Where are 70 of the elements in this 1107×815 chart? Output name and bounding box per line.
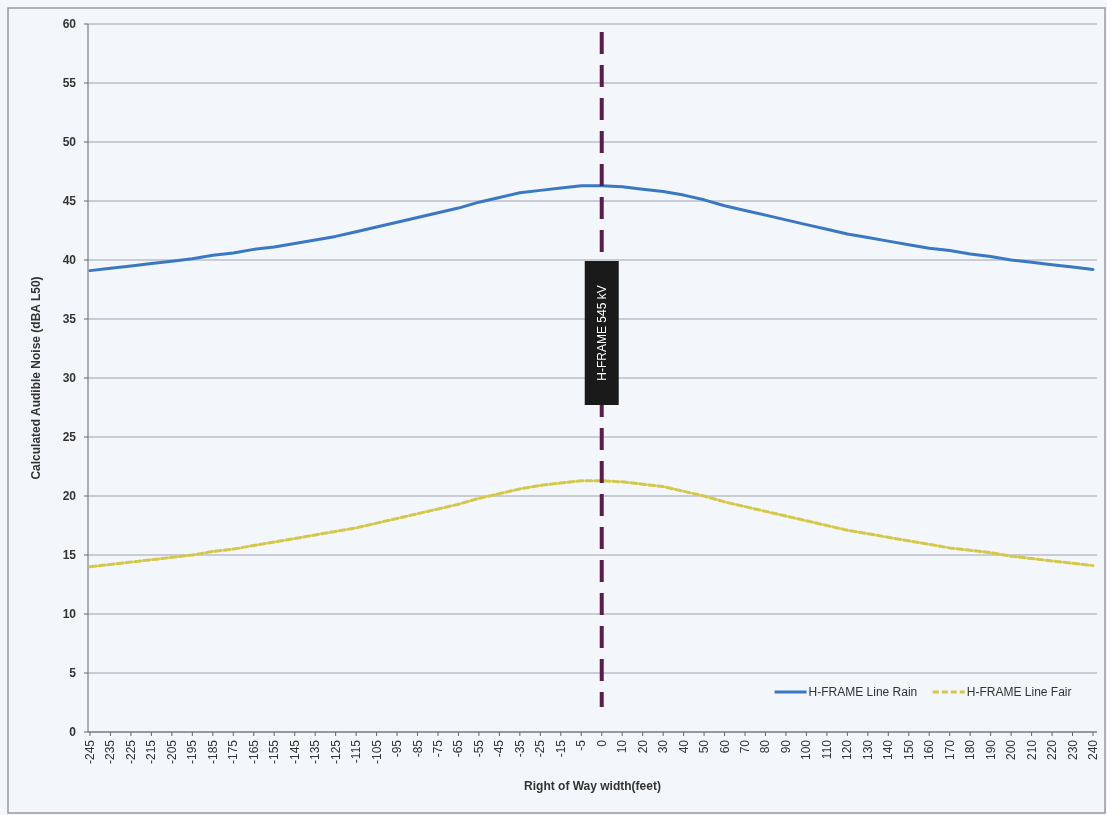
x-tick-label: -75 [430, 739, 445, 758]
x-tick-label: -135 [308, 739, 323, 765]
x-tick-label: 120 [840, 739, 855, 761]
x-tick-label: 90 [778, 739, 793, 754]
x-tick-label: -105 [369, 739, 384, 765]
x-tick-label: 60 [717, 739, 732, 754]
x-tick-label: -215 [144, 739, 159, 765]
y-tick-label: 5 [69, 666, 77, 681]
legend-label: H-FRAME Line Rain [808, 685, 918, 700]
x-tick-label: -185 [205, 739, 220, 765]
x-tick-label: -15 [553, 739, 568, 758]
x-tick-label: 20 [635, 739, 650, 754]
y-tick-label: 25 [62, 430, 77, 445]
x-tick-label: -175 [226, 739, 241, 765]
x-tick-label: -165 [246, 739, 261, 765]
ref-line-label: H-FRAME 545 kV [594, 285, 609, 381]
y-tick-label: 20 [62, 489, 77, 504]
x-axis-title: Right of Way width(feet) [524, 779, 661, 793]
y-axis-title: Calculated Audible Noise (dBA L50) [29, 276, 43, 480]
x-tick-label: 110 [819, 739, 834, 760]
x-tick-label: 150 [901, 739, 916, 761]
x-tick-label: -5 [574, 739, 589, 751]
x-tick-label: 170 [942, 739, 957, 761]
x-tick-label: 40 [676, 739, 691, 754]
y-tick-label: 35 [62, 312, 77, 327]
x-tick-label: 0 [594, 739, 609, 747]
y-tick-label: 50 [62, 135, 77, 150]
x-tick-label: 80 [758, 739, 773, 754]
y-tick-label: 55 [62, 76, 77, 91]
legend-label: H-FRAME Line Fair [966, 685, 1072, 700]
x-tick-label: -155 [267, 739, 282, 765]
y-tick-label: 0 [69, 725, 77, 740]
x-tick-label: -225 [123, 739, 138, 765]
x-tick-label: -45 [492, 739, 507, 758]
x-tick-label: -95 [390, 739, 405, 758]
y-tick-label: 30 [62, 371, 77, 386]
x-tick-label: -25 [533, 739, 548, 758]
x-tick-label: 160 [922, 739, 937, 761]
x-tick-label: 70 [738, 739, 753, 754]
x-tick-label: 180 [963, 739, 978, 761]
line-series [88, 184, 1095, 273]
x-tick-label: 220 [1045, 739, 1060, 761]
x-tick-label: 100 [799, 739, 814, 761]
y-tick-label: 10 [62, 607, 77, 622]
x-tick-label: -205 [164, 739, 179, 765]
x-tick-label: 190 [983, 739, 998, 761]
y-tick-label: 15 [62, 548, 77, 563]
x-tick-label: -55 [471, 739, 486, 758]
x-tick-label: 230 [1065, 739, 1080, 761]
line-series [88, 479, 1095, 569]
y-tick-label: 40 [62, 253, 77, 268]
x-tick-label: -85 [410, 739, 425, 758]
y-tick-label: 60 [62, 17, 77, 32]
x-tick-label: -125 [328, 739, 343, 765]
x-tick-label: -145 [287, 739, 302, 765]
x-tick-label: -35 [512, 739, 527, 758]
x-tick-label: 210 [1024, 739, 1039, 761]
y-tick-label: 45 [62, 194, 77, 209]
x-tick-label: 10 [615, 739, 630, 754]
x-tick-label: 140 [881, 739, 896, 761]
x-tick-label: 50 [697, 739, 712, 754]
x-tick-label: -65 [451, 739, 466, 758]
x-tick-label: 30 [656, 739, 671, 754]
x-tick-label: -195 [185, 739, 200, 765]
x-tick-label: 130 [860, 739, 875, 761]
x-tick-label: -245 [83, 739, 97, 765]
x-tick-label: 200 [1004, 739, 1019, 761]
x-tick-label: 240 [1086, 739, 1100, 761]
x-tick-label: -115 [349, 739, 364, 764]
x-tick-label: -235 [103, 739, 118, 765]
